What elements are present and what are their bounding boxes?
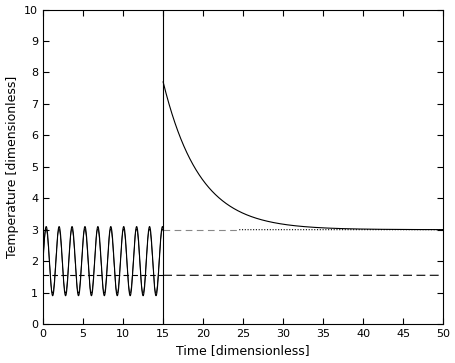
X-axis label: Time [dimensionless]: Time [dimensionless] [176,344,309,358]
Y-axis label: Temperature [dimensionless]: Temperature [dimensionless] [5,76,19,258]
